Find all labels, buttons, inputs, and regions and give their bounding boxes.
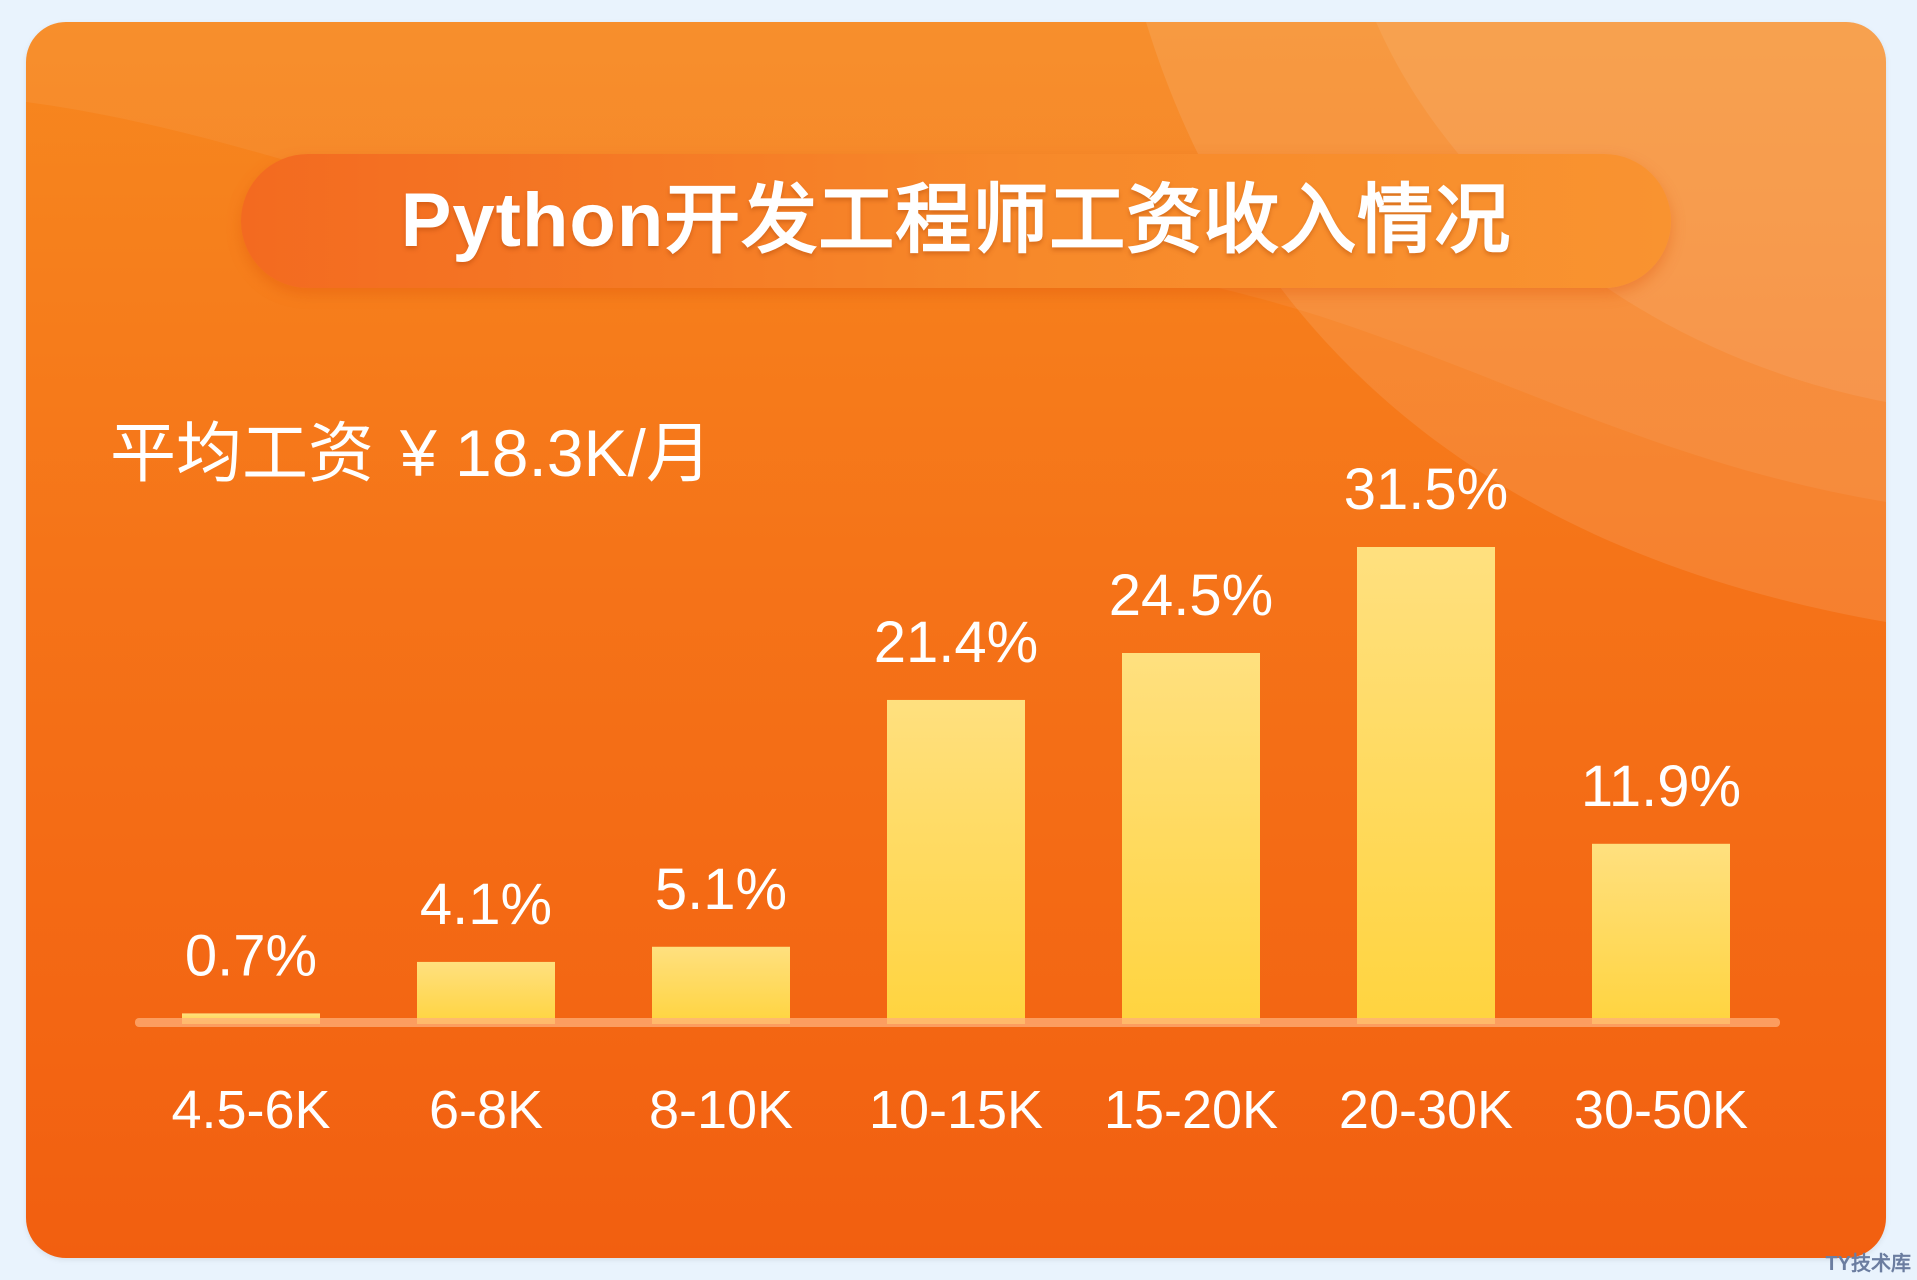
x-axis-baseline xyxy=(135,1018,1780,1027)
x-tick-label-15-20K: 15-20K xyxy=(1104,1080,1278,1140)
average-salary-value: ¥ 18.3K/月 xyxy=(400,416,712,490)
average-salary-label: 平均工资 xyxy=(110,416,374,490)
bar-15-20K xyxy=(1122,653,1260,1024)
bar-30-50K xyxy=(1592,843,1730,1024)
bar-20-30K xyxy=(1357,547,1495,1024)
x-tick-label-6-8K: 6-8K xyxy=(429,1080,543,1140)
x-tick-labels-group: 4.5-6K 6-8K 8-10K 10-15K 15-20K 20-30K 30-50K xyxy=(171,1080,1748,1140)
value-label-6-8K: 4.1% xyxy=(420,872,552,937)
bar-10-15K xyxy=(887,699,1025,1024)
value-label-8-10K: 5.1% xyxy=(655,857,787,922)
value-labels-group: 0.7% 4.1% 5.1% 21.4% 24.5% 31.5% 11.9% xyxy=(185,457,1741,988)
bar-8-10K xyxy=(652,946,790,1024)
value-label-30-50K: 11.9% xyxy=(1581,754,1741,819)
value-label-15-20K: 24.5% xyxy=(1109,563,1273,628)
x-tick-label-10-15K: 10-15K xyxy=(869,1080,1043,1140)
x-tick-label-8-10K: 8-10K xyxy=(649,1080,793,1140)
bar-6-8K xyxy=(417,961,555,1024)
value-label-10-15K: 21.4% xyxy=(874,610,1038,675)
chart-title: Python开发工程师工资收入情况 xyxy=(400,178,1512,263)
value-label-4.5-6K: 0.7% xyxy=(185,923,317,988)
x-tick-label-20-30K: 20-30K xyxy=(1339,1080,1513,1140)
x-tick-label-4.5-6K: 4.5-6K xyxy=(171,1080,330,1140)
bars-group xyxy=(182,547,1730,1024)
watermark: TY技术库 xyxy=(1825,1253,1911,1275)
x-tick-label-30-50K: 30-50K xyxy=(1574,1080,1748,1140)
value-label-20-30K: 31.5% xyxy=(1344,457,1508,522)
title-banner xyxy=(241,154,1671,288)
average-salary: 平均工资 ¥ 18.3K/月 xyxy=(110,400,738,496)
